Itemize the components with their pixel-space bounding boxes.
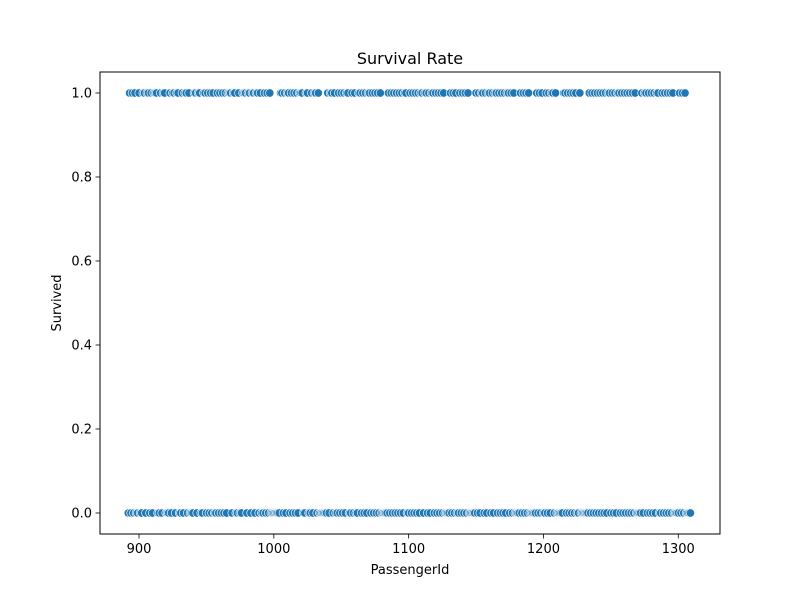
data-point (680, 88, 690, 98)
x-tick-label: 1300 (662, 542, 695, 557)
y-tick-label: 1.0 (71, 87, 92, 102)
y-axis-ticks: 0.0 0.2 0.4 0.6 0.8 1.0 (71, 87, 100, 522)
data-point (551, 88, 561, 98)
data-point (524, 88, 534, 98)
x-tick-label: 1100 (392, 542, 425, 557)
y-tick-label: 0.8 (71, 171, 92, 186)
data-point (685, 508, 695, 518)
data-point (463, 88, 473, 98)
x-tick-label: 1200 (527, 542, 560, 557)
y-tick-label: 0.6 (71, 255, 92, 270)
x-tick-label: 900 (127, 542, 152, 557)
y-tick-label: 0.0 (71, 507, 92, 522)
y-tick-label: 0.2 (71, 423, 92, 438)
data-point (375, 88, 385, 98)
y-tick-label: 0.4 (71, 339, 92, 354)
x-axis-ticks: 900 1000 1100 1200 1300 (127, 534, 695, 557)
plot-frame (99, 71, 721, 535)
data-point (313, 88, 323, 98)
data-points (123, 88, 695, 518)
data-point (265, 88, 275, 98)
y-axis-label: Survived (50, 274, 65, 331)
chart-title: Survival Rate (357, 49, 463, 68)
x-tick-label: 1000 (257, 542, 290, 557)
x-axis-label: PassengerId (371, 563, 450, 578)
data-point (575, 88, 585, 98)
